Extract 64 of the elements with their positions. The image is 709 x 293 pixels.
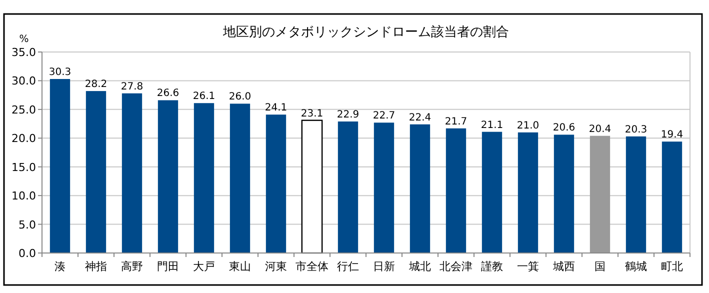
bar [446,128,466,253]
x-tick-label: 行仁 [337,260,359,273]
data-label: 26.0 [228,92,252,103]
data-label: 26.1 [192,91,216,102]
x-tick-label: 謹教 [481,260,503,273]
data-label: 27.8 [120,81,144,92]
x-tick-label: 高野 [121,260,143,273]
x-tick-label: 城北 [408,260,431,273]
data-label: 20.6 [552,122,576,134]
y-tick-label: 20.0 [12,132,36,146]
x-tick-label: 国 [594,260,606,273]
chart-title: 地区別のメタボリックシンドローム該当者の割合 [222,24,509,40]
data-label: 28.2 [84,79,108,90]
data-label: 22.9 [336,109,360,120]
data-label: 19.4 [660,130,684,141]
x-tick-label: 門田 [157,260,179,273]
x-tick-label: 市全体 [296,260,328,273]
data-label: 21.0 [516,120,540,132]
bar [301,120,323,254]
data-label: 21.7 [444,116,468,128]
x-tick-label: 神指 [85,260,107,273]
x-tick-label: 北会津 [440,260,472,273]
data-label: 22.4 [408,112,432,124]
bar [626,136,646,253]
bar [230,104,250,253]
y-tick-label: 35.0 [12,46,36,59]
y-tick-label: 0.0 [18,247,36,260]
data-label: 20.4 [588,124,612,135]
x-tick-label: 湊 [54,260,66,273]
x-tick-label: 城西 [552,260,575,273]
data-label: 24.1 [264,102,288,114]
x-tick-label: 大戸 [193,260,215,273]
data-label: 20.3 [624,124,648,136]
bar [266,114,286,253]
bar [662,142,682,253]
x-tick-label: 河東 [265,260,287,273]
y-tick-label: 5.0 [18,218,36,232]
bar [158,100,178,253]
x-tick-label: 鶴城 [625,260,647,273]
bar [374,122,394,253]
data-label: 21.1 [480,120,504,131]
x-tick-label: 東山 [229,260,251,273]
data-label: 23.1 [300,108,324,120]
bar [338,121,358,253]
bar [590,136,610,253]
x-tick-label: 町北 [661,260,683,273]
y-tick-label: 10.0 [12,190,36,203]
data-label: 26.6 [156,88,180,100]
y-axis-title: % [19,34,29,45]
bar [194,103,214,253]
bar [482,132,502,253]
bar [554,134,574,253]
bar [518,132,538,253]
y-tick-label: 15.0 [12,160,36,174]
x-tick-label: 一箕 [517,260,539,273]
data-label: 22.7 [372,110,396,122]
data-label: 30.3 [48,66,72,78]
bar [86,91,106,253]
bar [410,124,430,253]
y-tick-label: 30.0 [12,74,36,88]
x-tick-label: 日新 [373,260,395,273]
y-tick-label: 25.0 [12,103,36,116]
bar [122,93,142,253]
bar [50,78,70,253]
